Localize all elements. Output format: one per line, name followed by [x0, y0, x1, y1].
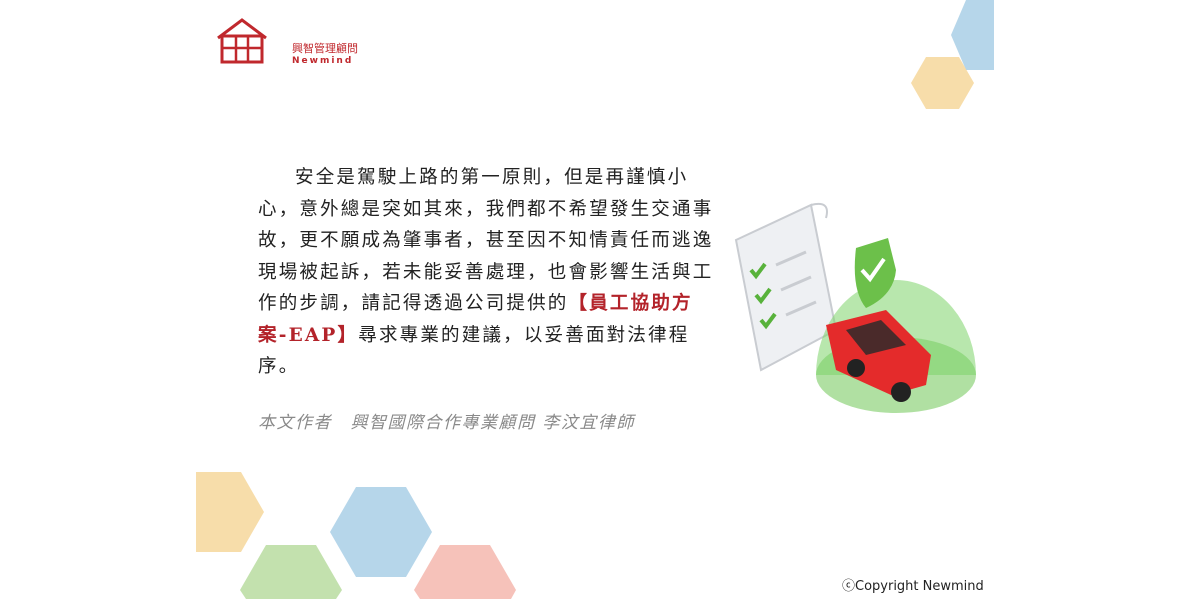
copyright-notice: ⓒCopyright Newmind	[842, 579, 984, 594]
car-insurance-illustration	[734, 202, 976, 413]
eap-highlight: 【員工協助方案-EAP】	[258, 293, 693, 346]
hexagon-blue-top	[951, 0, 994, 70]
article-text-part1: 安全是駕駛上路的第一原則，但是再謹慎小心，意外總是突如其來，我們都不希望發生交通…	[258, 167, 714, 314]
hexagon-yellow-bottom	[196, 472, 264, 552]
red-car-icon	[826, 310, 931, 402]
article-text-part2: 尋求專業的建議，以妥善面對法律程序。	[258, 324, 690, 378]
article-card: 興智管理顧問 Newmind 安全是駕駛上路的第一原則，但是再謹慎小心，意外總是…	[196, 0, 994, 599]
brand-name-cn: 興智管理顧問	[292, 42, 358, 55]
brand-name-en: Newmind	[292, 56, 354, 66]
author-line: 本文作者 興智國際合作專業顧問 李汶宜律師	[258, 413, 635, 433]
hexagon-yellow-top	[911, 57, 974, 109]
hexagon-green-bottom	[240, 545, 342, 599]
decorative-hexagons	[196, 0, 994, 599]
article-body: 安全是駕駛上路的第一原則，但是再謹慎小心，意外總是突如其來，我們都不希望發生交通…	[258, 162, 716, 383]
hexagon-pink-bottom	[414, 545, 516, 599]
logo-house-icon	[217, 18, 267, 64]
article-paragraph: 安全是駕駛上路的第一原則，但是再謹慎小心，意外總是突如其來，我們都不希望發生交通…	[258, 162, 716, 383]
brand-logo: 興智管理顧問 Newmind	[216, 18, 366, 66]
shield-check-icon	[854, 238, 896, 308]
hexagon-blue-bottom	[330, 487, 432, 577]
